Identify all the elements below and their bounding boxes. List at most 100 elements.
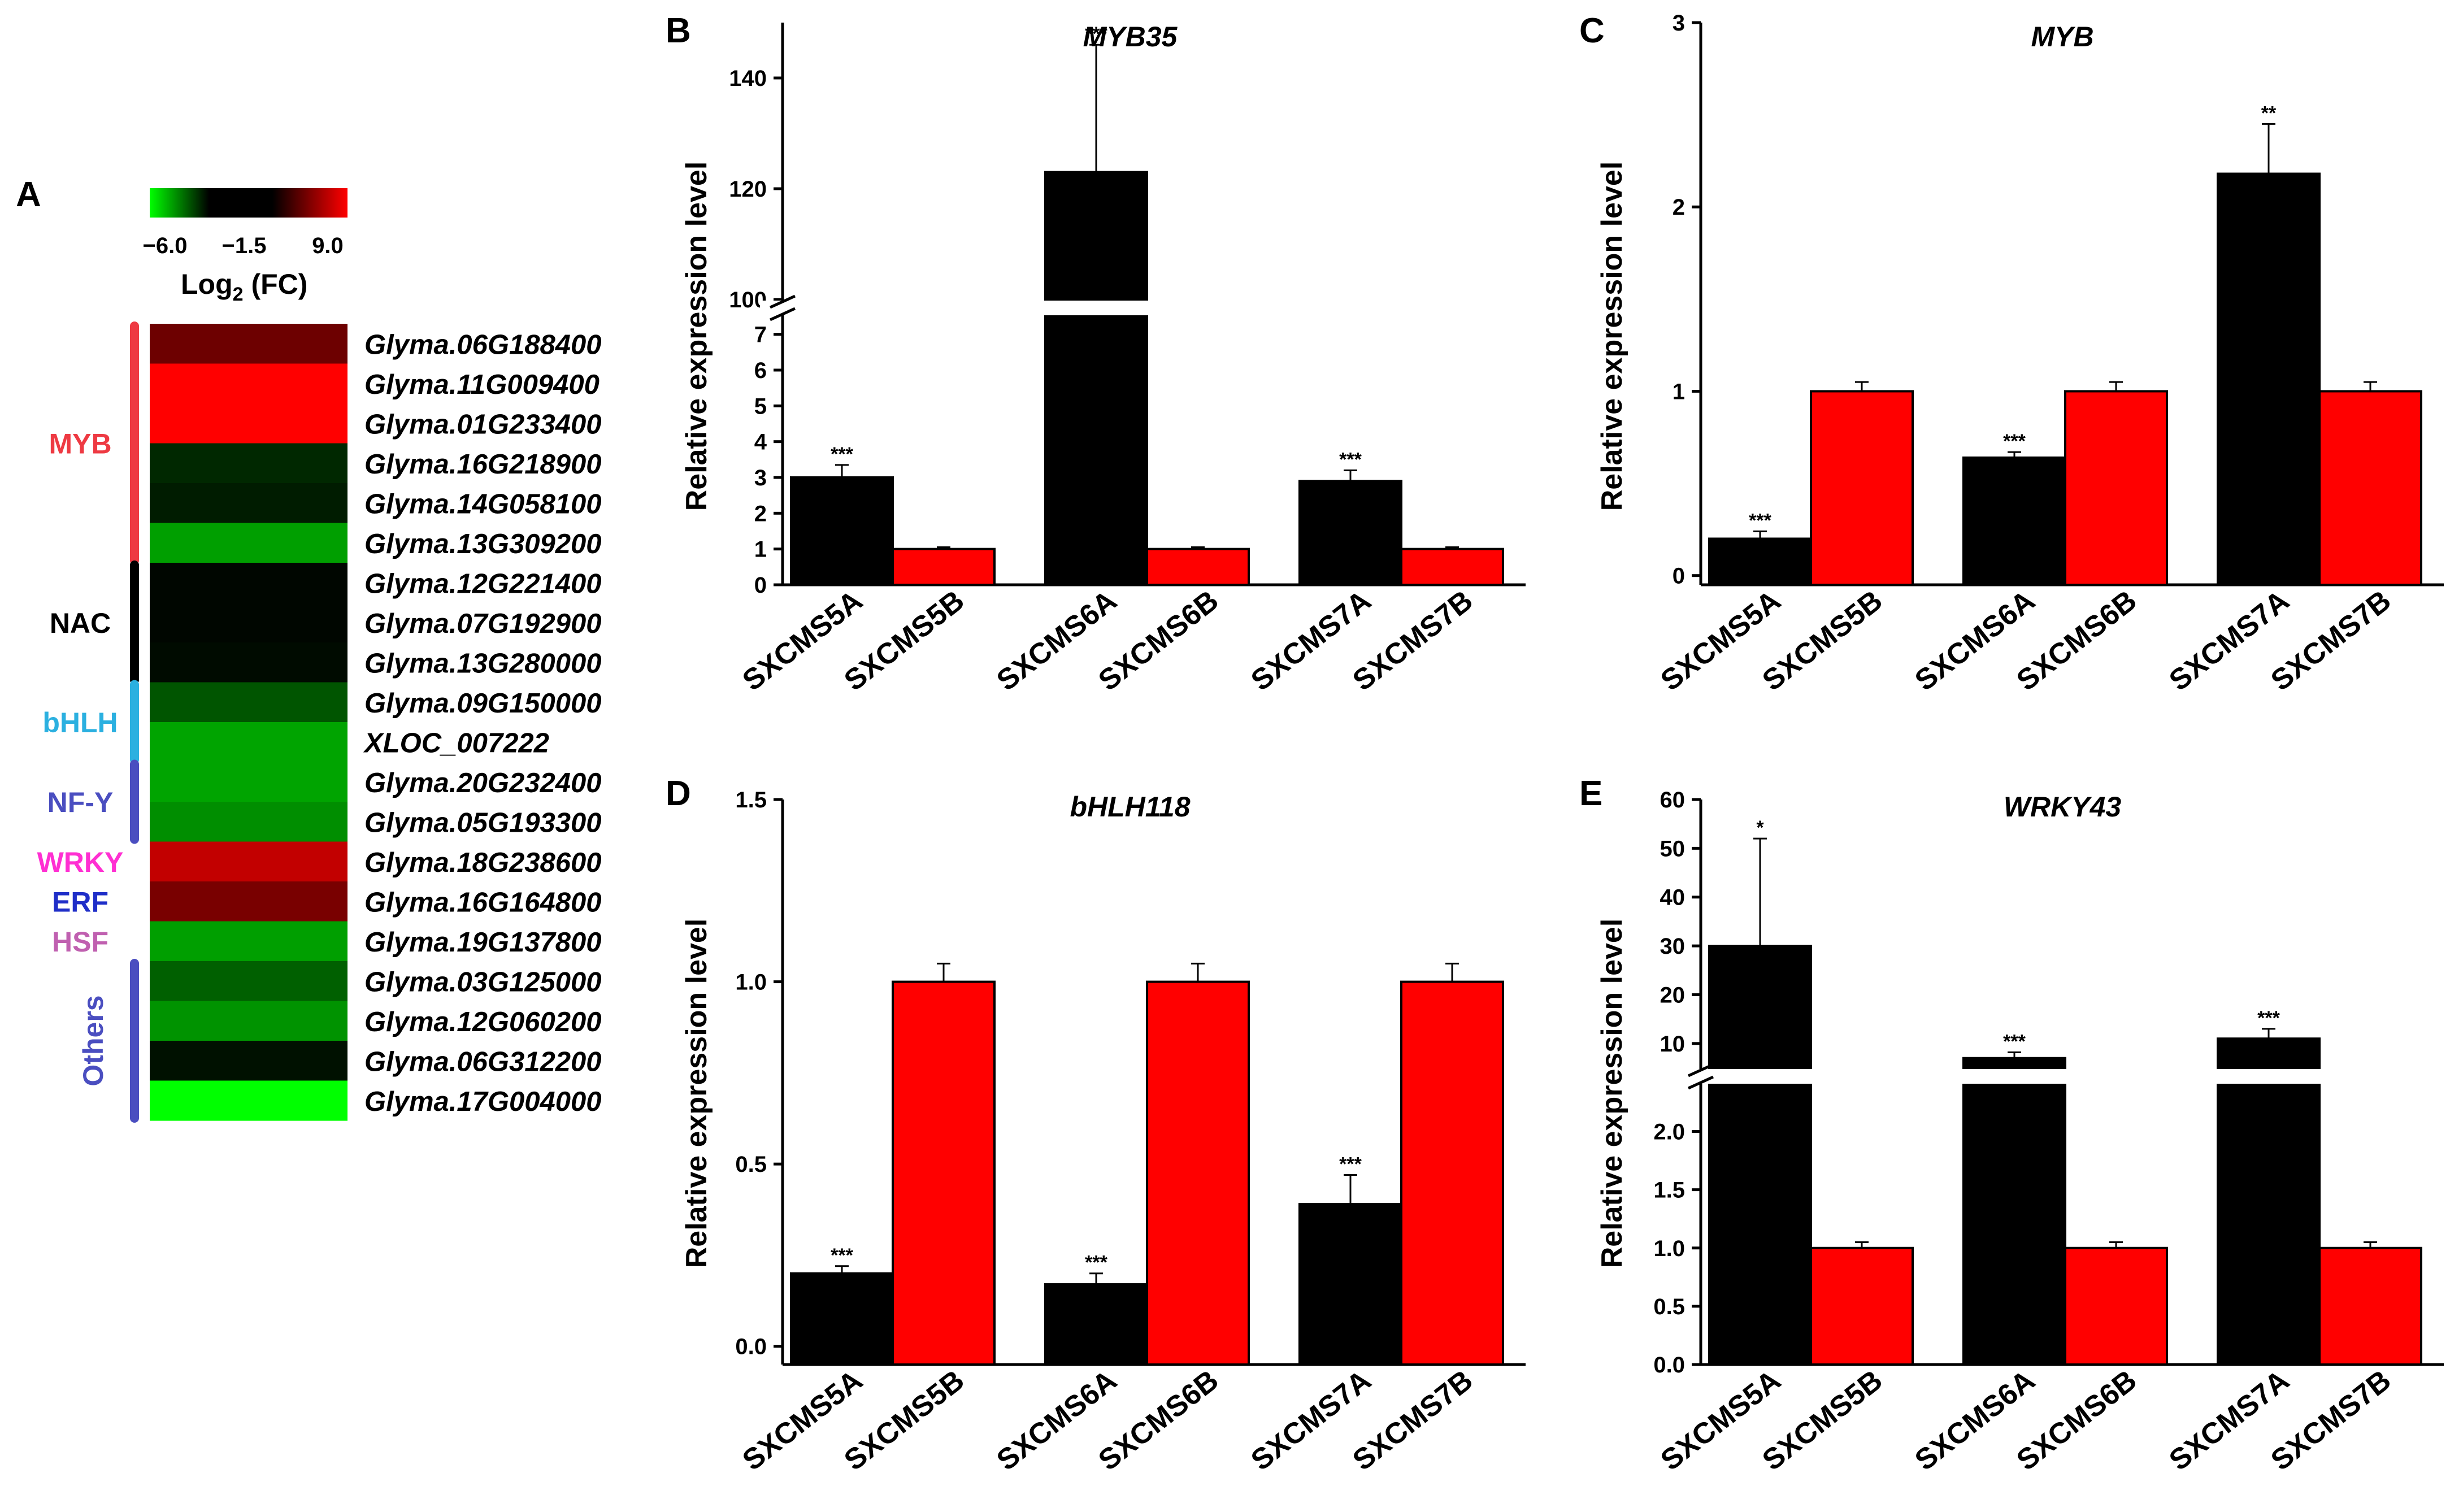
gene-label: Glyma.16G164800 [364, 887, 602, 918]
axis-break-mark [769, 307, 796, 321]
colorbar-tick-low: −6.0 [143, 233, 188, 258]
significance-label: * [1756, 817, 1764, 838]
y-tick-label: 60 [1660, 788, 1686, 813]
panel-label-e: E [1579, 774, 1602, 813]
bar [1708, 945, 1812, 1366]
heatmap-cell [150, 523, 347, 563]
gene-label: Glyma.09G150000 [364, 688, 602, 719]
y-tick-label: 120 [729, 177, 767, 202]
bar [1146, 548, 1250, 586]
significance-label: *** [2003, 431, 2026, 452]
heatmap-cell [150, 961, 347, 1002]
y-tick-label: 3 [754, 466, 767, 490]
heatmap-cell [150, 1080, 347, 1121]
significance-label: *** [1749, 510, 1771, 531]
significance-label: *** [1339, 449, 1362, 470]
axis-break-gap [760, 301, 1506, 315]
bar [790, 476, 894, 586]
bar [892, 980, 996, 1366]
significance-label: *** [2257, 1007, 2280, 1029]
bar [2318, 1246, 2422, 1366]
heatmap-cell [150, 363, 347, 404]
y-tick-label: 4 [754, 430, 767, 455]
bar [1298, 480, 1402, 586]
y-tick-label: 20 [1660, 983, 1686, 1007]
gene-label: Glyma.19G137800 [364, 927, 602, 958]
chart-d: 0.00.51.01.5***SXCMS5ASXCMS5B***SXCMS6AS… [680, 788, 1526, 1477]
gene-label: Glyma.13G309200 [364, 529, 602, 559]
bar [2217, 1037, 2321, 1366]
colorbar-title-sub: 2 [233, 284, 244, 305]
y-tick-label: 1.5 [735, 788, 767, 813]
y-tick-label: 2.0 [1653, 1120, 1685, 1145]
group-label: NAC [50, 607, 111, 639]
bar [1810, 390, 1914, 586]
y-tick-label: 1.5 [1653, 1178, 1685, 1203]
bar [1298, 1203, 1402, 1366]
group-label: Others [77, 995, 109, 1086]
chart-b: 01234567100120140***SXCMS5ASXCMS5B***SXC… [680, 21, 1526, 697]
heatmap-cell [150, 762, 347, 802]
axis-break-mark [1687, 1075, 1714, 1090]
gene-label: Glyma.12G221400 [364, 568, 602, 599]
y-axis-label: Relative expression level [680, 162, 713, 511]
gene-label: Glyma.06G312200 [364, 1046, 602, 1077]
significance-label: *** [831, 444, 853, 465]
y-axis-label: Relative expression level [1596, 919, 1628, 1268]
colorbar-tick-mid: −1.5 [222, 233, 267, 258]
bar [2318, 390, 2422, 586]
significance-label: *** [1339, 1154, 1362, 1175]
bar [1146, 980, 1250, 1366]
chart-title: MYB [2031, 21, 2093, 53]
group-label: MYB [49, 428, 111, 460]
bar [2064, 390, 2168, 586]
heatmap-cell [150, 1041, 347, 1081]
gene-label: Glyma.14G058100 [364, 489, 602, 519]
bar [1708, 537, 1812, 586]
gene-label: Glyma.01G233400 [364, 409, 602, 440]
y-axis-label: Relative expression level [680, 919, 713, 1268]
y-tick-label: 5 [754, 394, 767, 419]
panel-label-d: D [666, 774, 691, 813]
heatmap-cell [150, 563, 347, 603]
significance-label: *** [1085, 1252, 1107, 1274]
gene-label: Glyma.17G004000 [364, 1087, 602, 1117]
bar [1044, 171, 1148, 586]
chart-c: 0123***SXCMS5ASXCMS5B***SXCMS6ASXCMS6B**… [1596, 11, 2444, 697]
chart-e: 0.00.51.01.52.0102030405060*SXCMS5ASXCMS… [1596, 788, 2444, 1477]
y-tick-label: 6 [754, 358, 767, 383]
y-tick-label: 3 [1673, 11, 1685, 36]
axis-break-gap [1678, 1069, 2424, 1084]
y-tick-label: 0.5 [735, 1152, 767, 1177]
chart-title: bHLH118 [1070, 791, 1190, 823]
chart-title: MYB35 [1083, 21, 1178, 53]
y-tick-label: 0 [754, 573, 767, 598]
bar [1400, 548, 1504, 586]
axis-break-mark [769, 294, 796, 309]
gene-label: Glyma.20G232400 [364, 768, 602, 798]
heatmap-cell [150, 483, 347, 524]
y-tick-label: 10 [1660, 1032, 1686, 1057]
bar [1962, 456, 2066, 586]
heatmap-cell [150, 881, 347, 922]
y-tick-label: 2 [754, 501, 767, 526]
gene-label: XLOC_007222 [363, 728, 549, 758]
heatmap-cell [150, 1001, 347, 1041]
significance-label: ** [2261, 102, 2277, 124]
heatmap-cell [150, 841, 347, 882]
gene-label: Glyma.12G060200 [364, 1007, 602, 1037]
heatmap-cell [150, 921, 347, 962]
heatmap-cell [150, 722, 347, 763]
y-tick-label: 7 [754, 323, 767, 347]
group-label: HSF [52, 926, 108, 958]
gene-label: Glyma.13G280000 [364, 648, 602, 679]
gene-label: Glyma.06G188400 [364, 329, 602, 360]
heatmap: Glyma.06G188400 Glyma.11G009400 Glyma.01G2… [37, 321, 602, 1123]
heatmap-cell [150, 802, 347, 842]
gene-label: Glyma.16G218900 [364, 449, 602, 480]
y-tick-label: 50 [1660, 836, 1686, 861]
heatmap-cell [150, 682, 347, 723]
bar [2064, 1246, 2168, 1366]
panel-label-a: A [16, 175, 41, 214]
heatmap-colorbar: −6.0 −1.5 9.0 Log2 (FC) [143, 188, 347, 305]
